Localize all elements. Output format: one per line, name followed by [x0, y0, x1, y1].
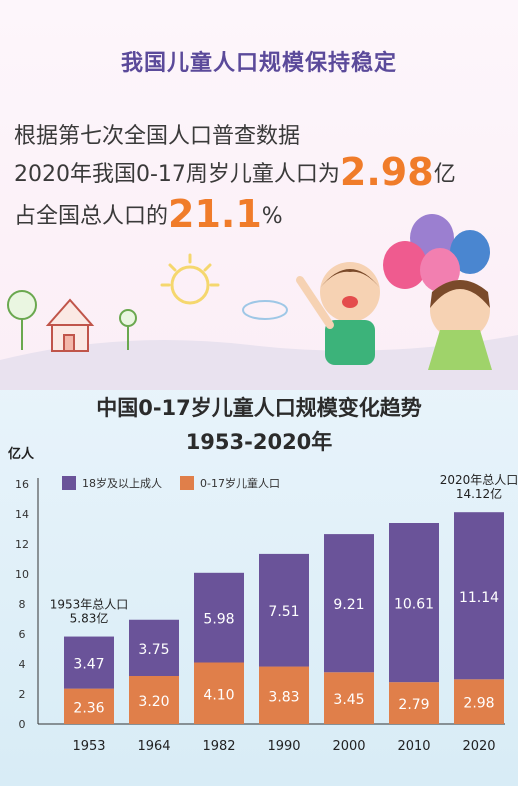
bar-child-1990 [259, 666, 309, 724]
x-tick-label: 1953 [72, 739, 105, 754]
page-title: 我国儿童人口规模保持稳定 [120, 51, 397, 76]
total-annotation: 5.83亿 [70, 611, 109, 626]
data-label-adult: 3.75 [138, 642, 169, 658]
sun-icon [160, 253, 220, 305]
y-tick-label: 8 [19, 598, 26, 611]
bar-child-2000 [324, 672, 374, 724]
bar-child-2010 [389, 682, 439, 724]
y-tick-label: 2 [19, 688, 26, 701]
tree-icon [7, 290, 137, 350]
data-label-child: 2.36 [73, 700, 104, 716]
data-label-adult: 9.21 [333, 597, 364, 613]
girl-figure [428, 280, 492, 370]
bar-child-1964 [129, 676, 179, 724]
legend-label: 0-17岁儿童人口 [200, 476, 280, 490]
house-icon [45, 298, 95, 352]
kids-illustration [0, 214, 518, 390]
x-tick-label: 1964 [137, 739, 170, 754]
bar-adult-1953 [64, 636, 114, 689]
y-tick-label: 4 [19, 658, 26, 671]
y-tick-label: 10 [15, 568, 29, 581]
bar-adult-1982 [194, 572, 244, 663]
bar-adult-2010 [389, 523, 439, 683]
legend-label: 18岁及以上成人 [82, 476, 162, 490]
x-tick-label: 1990 [267, 739, 300, 754]
total-annotation: 14.12亿 [456, 486, 502, 501]
data-label-child: 2.79 [398, 697, 429, 713]
boy-figure [296, 262, 380, 365]
bar-adult-1990 [259, 553, 309, 667]
x-tick-label: 1982 [202, 739, 235, 754]
data-label-adult: 3.47 [73, 657, 104, 673]
y-tick-label: 6 [19, 628, 26, 641]
child-population-value: 2.98 [339, 150, 434, 194]
cloud-icon [242, 300, 288, 320]
bar-adult-2020 [454, 512, 504, 680]
x-tick-label: 2010 [397, 739, 430, 754]
legend-swatch [62, 476, 76, 490]
legend-swatch [180, 476, 194, 490]
data-label-child: 2.98 [463, 696, 494, 712]
intro-line-2: 2020年我国0-17周岁儿童人口为2.98亿 [14, 150, 456, 194]
chart-subtitle: 1953-2020年 [185, 430, 333, 454]
y-tick-label: 0 [19, 718, 26, 731]
intro-line-3: 占全国总人口的21.1% [14, 192, 283, 236]
y-tick-label: 14 [15, 508, 29, 521]
intro-line-1: 根据第七次全国人口普查数据 [14, 124, 301, 149]
data-label-adult: 11.14 [459, 590, 499, 606]
data-label-child: 3.83 [268, 689, 299, 705]
data-label-adult: 7.51 [268, 604, 299, 620]
total-annotation: 2020年总人口 [440, 473, 518, 487]
x-tick-label: 2020 [462, 739, 495, 754]
y-tick-label: 12 [15, 538, 29, 551]
data-label-child: 3.20 [138, 694, 169, 710]
data-label-child: 4.10 [203, 687, 234, 703]
total-annotation: 1953年总人口 [50, 598, 129, 612]
bar-child-1953 [64, 688, 114, 724]
y-axis-label: 亿人 [8, 446, 35, 462]
bar-child-2020 [454, 679, 504, 724]
bar-child-1982 [194, 662, 244, 724]
data-label-adult: 5.98 [203, 612, 234, 628]
data-label-adult: 10.61 [394, 597, 434, 613]
data-label-child: 3.45 [333, 692, 364, 708]
y-tick-label: 16 [15, 478, 29, 491]
balloons-icon [383, 214, 490, 292]
stacked-bar-chart: 亿人 0 2 4 6 8 10 12 14 16 18岁及以上成人 0-17岁儿童人口 2.36 3.47… [8, 446, 518, 754]
child-share-value: 21.1 [168, 192, 262, 236]
bar-adult-2000 [324, 534, 374, 673]
x-tick-label: 2000 [332, 739, 365, 754]
chart-title: 中国0-17岁儿童人口规模变化趋势 [96, 396, 422, 420]
bar-adult-1964 [129, 619, 179, 676]
